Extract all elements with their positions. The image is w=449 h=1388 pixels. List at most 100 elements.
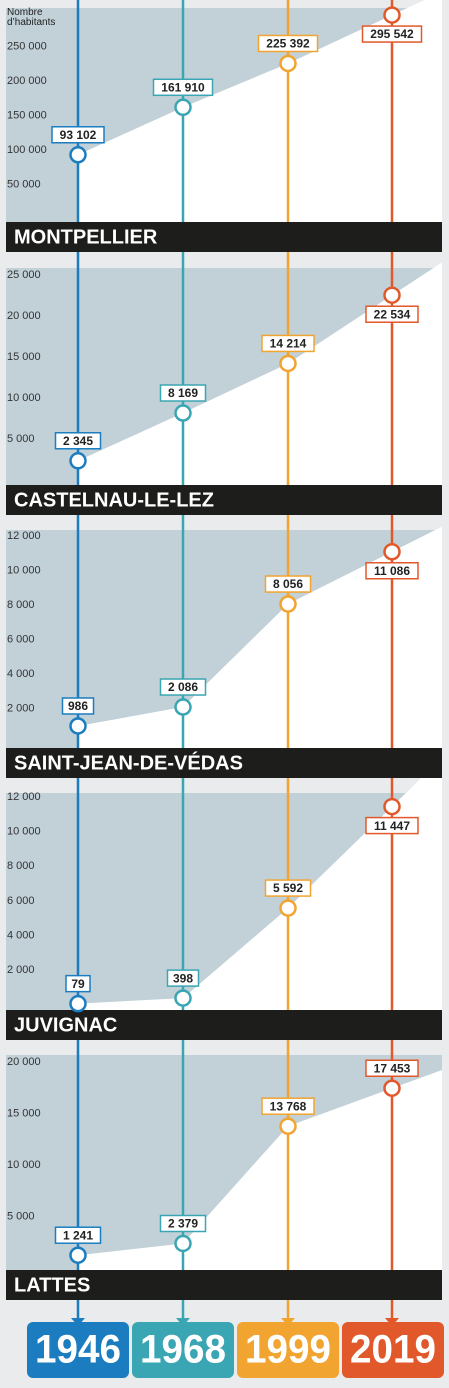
value-label: 398 <box>173 971 193 985</box>
y-tick-label: 5 000 <box>7 1210 35 1222</box>
area <box>78 757 442 1010</box>
y-tick-label: 4 000 <box>7 930 35 942</box>
year-box <box>132 1322 234 1378</box>
label-box <box>264 879 312 897</box>
label-box <box>365 816 419 835</box>
y-tick-label: 25 000 <box>7 269 41 281</box>
value-label: 8 169 <box>168 386 198 400</box>
label-box <box>365 562 419 580</box>
value-label: 225 392 <box>266 37 310 51</box>
y-tick-label: 15 000 <box>7 351 41 363</box>
label-box <box>54 1226 102 1244</box>
label-box <box>51 126 105 144</box>
year-box <box>342 1322 444 1378</box>
label-box <box>264 575 312 593</box>
chart-title: MONTPELLIER <box>14 226 158 248</box>
label-box <box>61 697 95 715</box>
label-box <box>365 305 419 323</box>
y-tick-label: 20 000 <box>7 310 41 322</box>
label-box <box>261 334 315 353</box>
value-label: 2 345 <box>63 434 93 448</box>
point <box>69 994 87 1013</box>
year-label: 1999 <box>245 1328 331 1372</box>
chart-title: LATTES <box>14 1274 90 1296</box>
area <box>78 526 442 748</box>
point <box>174 698 192 716</box>
y-tick-label: 6 000 <box>7 633 35 645</box>
y-tick-label: 2 000 <box>7 964 35 976</box>
value-label: 22 534 <box>374 307 411 321</box>
label-box <box>361 25 423 43</box>
year-label: 1946 <box>35 1328 121 1372</box>
year-box <box>237 1322 339 1378</box>
value-label: 11 447 <box>374 819 410 833</box>
label-box <box>159 384 207 402</box>
label-box <box>257 34 319 53</box>
value-label: 17 453 <box>374 1061 411 1075</box>
value-label: 2 086 <box>168 680 198 694</box>
point <box>383 286 401 304</box>
y-tick-label: 250 000 <box>7 40 47 52</box>
y-axis-label: Nombre d’habitants <box>7 7 56 28</box>
year-box <box>27 1322 129 1378</box>
point <box>174 98 192 117</box>
value-label: 161 910 <box>161 80 205 94</box>
y-tick-label: 2 000 <box>7 702 35 714</box>
y-tick-label: 8 000 <box>7 860 35 872</box>
value-label: 295 542 <box>370 27 414 41</box>
point <box>279 354 297 373</box>
value-label: 8 056 <box>273 577 303 591</box>
area <box>78 262 442 485</box>
label-box <box>159 678 207 696</box>
value-label: 13 768 <box>270 1099 307 1113</box>
label-box <box>54 432 102 450</box>
y-tick-label: 12 000 <box>7 530 41 542</box>
point <box>174 1234 192 1253</box>
value-label: 5 592 <box>273 881 303 895</box>
y-tick-label: 200 000 <box>7 75 47 87</box>
y-tick-label: 50 000 <box>7 178 41 190</box>
point <box>174 404 192 422</box>
value-label: 14 214 <box>270 337 307 351</box>
y-tick-label: 10 000 <box>7 392 41 404</box>
y-tick-label: 150 000 <box>7 109 47 121</box>
y-tick-label: 5 000 <box>7 433 35 445</box>
label-box <box>159 1214 207 1233</box>
title-bar <box>6 748 442 778</box>
y-tick-label: 4 000 <box>7 668 35 680</box>
area <box>78 0 442 222</box>
point <box>279 595 297 613</box>
point <box>383 797 401 816</box>
value-label: 11 086 <box>374 564 410 578</box>
point <box>69 146 87 164</box>
point <box>69 452 87 470</box>
title-bar <box>6 1010 442 1040</box>
chart-title: SAINT-JEAN-DE-VÉDAS <box>14 751 243 774</box>
year-label: 2019 <box>350 1328 436 1372</box>
title-bar <box>6 222 442 252</box>
label-box <box>166 969 200 987</box>
point <box>69 717 87 735</box>
value-label: 79 <box>71 977 85 991</box>
label-box <box>261 1097 315 1115</box>
value-label: 93 102 <box>60 128 97 142</box>
point <box>383 6 401 24</box>
area <box>78 1069 442 1270</box>
point <box>279 1117 297 1135</box>
y-tick-label: 15 000 <box>7 1107 41 1119</box>
title-bar <box>6 485 442 515</box>
title-bar <box>6 1270 442 1300</box>
point <box>279 899 297 917</box>
value-label: 1 241 <box>63 1228 93 1242</box>
y-tick-label: 20 000 <box>7 1056 41 1068</box>
point <box>69 1246 87 1264</box>
point <box>279 54 297 73</box>
value-label: 986 <box>68 699 88 713</box>
y-tick-label: 12 000 <box>7 791 41 803</box>
label-box <box>365 1059 419 1077</box>
y-tick-label: 100 000 <box>7 144 47 156</box>
chart-title: JUVIGNAC <box>14 1014 117 1036</box>
y-tick-label: 8 000 <box>7 599 35 611</box>
point <box>383 1079 401 1097</box>
